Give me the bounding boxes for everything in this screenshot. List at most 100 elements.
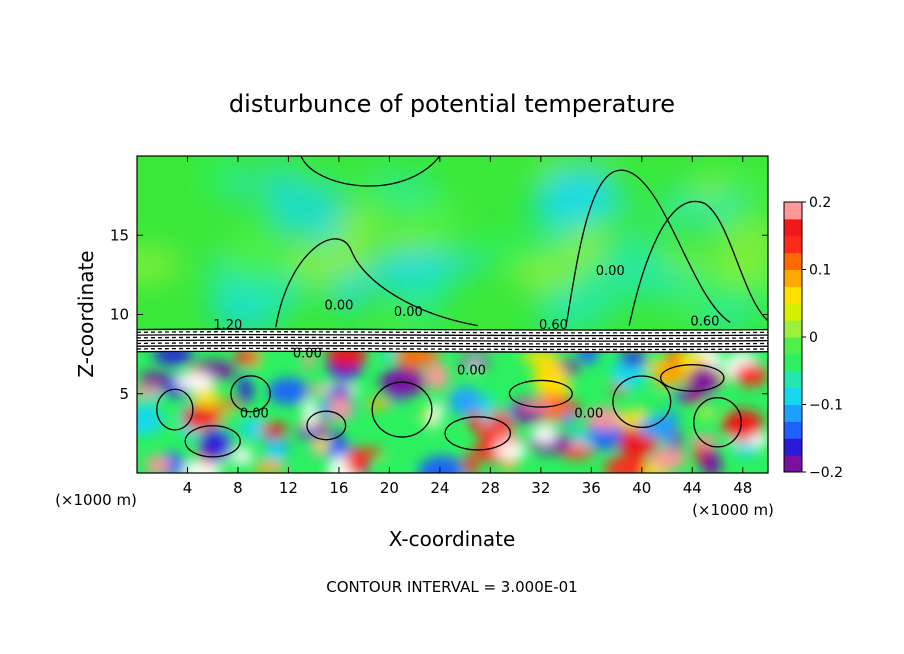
field-patch [137,386,162,396]
contour-line [137,344,768,348]
colorbar-swatch [784,286,802,304]
field-patch [724,278,768,305]
x-tick-label: 36 [582,479,601,497]
field-patch [495,440,527,461]
colorbar-swatch [784,421,802,439]
field-patch [604,455,645,473]
field-patch [726,156,768,178]
colorbar-swatch [784,252,802,270]
x-tick-label: 48 [733,479,752,497]
field-patch [418,455,463,473]
contour-line [137,336,768,340]
contour-line [508,379,573,408]
field-patch [222,225,292,280]
colorbar: 0.2 0.1 0 −0.1 −0.2 [783,195,843,481]
y-axis: 5 10 15 [110,226,768,403]
field-patch [240,417,268,441]
field-patch [702,448,722,473]
field-patch [267,377,309,405]
colorbar-tick-label: −0.1 [809,398,843,414]
contour-line [306,410,347,441]
field-patch [734,363,768,387]
contour-line [137,331,768,334]
field-patch [696,260,727,306]
colorbar-swatch [784,370,802,389]
x-tick-label: 28 [481,479,500,497]
contour-line [371,381,433,438]
x-tick-label: 16 [329,479,348,497]
upper-field [137,156,768,333]
field-patch [145,455,171,473]
x-tick-label: 4 [183,479,193,497]
y-tick-label: 5 [119,385,129,403]
field-patch [303,352,315,370]
contour-label: 0.00 [574,407,603,422]
field-patch [470,232,545,268]
x-unit-right: (×1000 m) [692,501,774,519]
field-patch [649,447,686,471]
contour-line [137,347,768,351]
x-tick-label: 32 [531,479,550,497]
field-patch [616,378,637,390]
field-patch [448,386,482,416]
field-patch [201,156,238,202]
field-patch [350,187,399,209]
x-tick-label: 24 [430,479,449,497]
field-patch [441,430,461,441]
colorbar-swatch [784,202,802,220]
field-patch [613,260,699,300]
field-patch [541,163,620,216]
y-tick-label: 15 [110,226,129,244]
plot-area: 0.00 0.00 0.00 0.00 0.00 0.00 0.00 1.20 0.60 0.60 [137,156,768,473]
colorbar-tick-label: −0.2 [809,465,843,481]
chart-title: disturbunce of potential temperature [229,90,675,118]
colorbar-swatch [784,303,802,321]
field-patch [379,456,404,473]
field-patch [264,437,275,446]
field-patch [253,460,285,473]
colorbar-swatch [784,269,802,287]
contour-label: 0.00 [240,407,269,422]
field-patch [531,424,558,444]
field-patch [521,350,559,365]
field-patch [181,405,216,430]
contour-line [693,397,742,448]
field-patch [653,359,684,389]
y-axis-label: Z-coordinate [74,250,98,377]
contour-label: 0.00 [457,364,486,379]
field-patch [330,270,370,312]
field-patch [198,427,233,462]
field-patch [519,400,554,411]
contour-label: 0.00 [394,305,423,320]
colorbar-swatch [784,337,802,355]
contour-line [275,238,478,328]
field-patch [139,371,168,387]
field-patch [192,385,220,410]
contour-line [659,364,725,392]
contour-interval-note: CONTOUR INTERVAL = 3.000E-01 [326,578,577,596]
field-patch [260,422,288,437]
colorbar-swatch [784,218,802,237]
colorbar-tick-label: 0.1 [809,263,831,279]
field-patch [267,185,347,237]
field-patch [233,348,261,366]
field-patch [689,435,719,448]
contour-line [156,388,194,431]
field-patch [422,224,455,256]
contour-line [628,200,768,326]
x-axis: 4 8 12 16 20 24 28 32 36 40 44 48 [183,156,752,497]
x-tick-label: 20 [380,479,399,497]
colorbar-swatch [784,387,802,405]
contour-line [444,416,512,451]
contour-line [137,339,768,342]
colorbar-swatch [784,320,802,338]
field-patch [328,395,353,421]
field-patch [238,373,253,404]
field-patch [622,439,646,454]
contour-line [137,342,768,345]
field-patch [281,156,334,181]
contour-line [184,425,241,458]
field-patch [660,436,676,446]
contour-line [230,375,271,413]
